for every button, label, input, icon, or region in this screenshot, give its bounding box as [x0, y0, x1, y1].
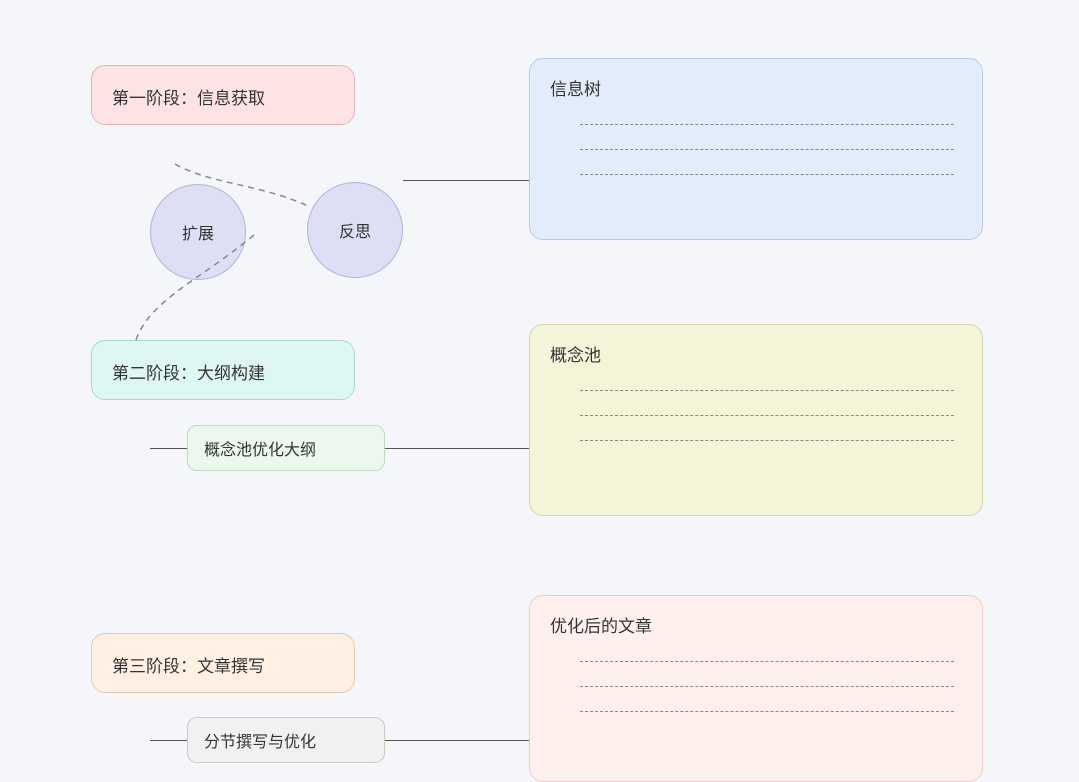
section-write-label: 分节撰写与优化	[204, 734, 316, 751]
concept-optimize-box: 概念池优化大纲	[187, 425, 385, 471]
info-tree-box: 信息树	[529, 58, 983, 240]
stage-3-box: 第三阶段：文章撰写	[91, 633, 355, 693]
connector-line	[385, 448, 529, 449]
dashed-line	[580, 711, 954, 712]
article-box: 优化后的文章	[529, 595, 983, 782]
article-title: 优化后的文章	[550, 612, 962, 637]
concept-pool-box: 概念池	[529, 324, 983, 516]
expand-circle: 扩展	[150, 184, 246, 280]
dashed-line	[580, 440, 954, 441]
dashed-line	[580, 149, 954, 150]
expand-label: 扩展	[182, 220, 214, 244]
stage-3-label: 第三阶段：文章撰写	[112, 657, 265, 676]
stage-1-box: 第一阶段：信息获取	[91, 65, 355, 125]
concept-pool-title: 概念池	[550, 341, 962, 366]
stage-2-label: 第二阶段：大纲构建	[112, 364, 265, 383]
connector-line	[150, 740, 187, 741]
section-write-box: 分节撰写与优化	[187, 717, 385, 763]
dashed-line	[580, 390, 954, 391]
connector-line	[403, 180, 529, 181]
connector-line	[385, 740, 529, 741]
dashed-line	[580, 686, 954, 687]
dashed-line	[580, 174, 954, 175]
stage-2-box: 第二阶段：大纲构建	[91, 340, 355, 400]
dashed-line	[580, 415, 954, 416]
dashed-line	[580, 124, 954, 125]
reflect-circle: 反思	[307, 182, 403, 278]
reflect-label: 反思	[339, 218, 371, 242]
info-tree-title: 信息树	[550, 75, 962, 100]
connector-line	[150, 448, 187, 449]
dashed-line	[580, 661, 954, 662]
concept-optimize-label: 概念池优化大纲	[204, 442, 316, 459]
stage-1-label: 第一阶段：信息获取	[112, 89, 265, 108]
